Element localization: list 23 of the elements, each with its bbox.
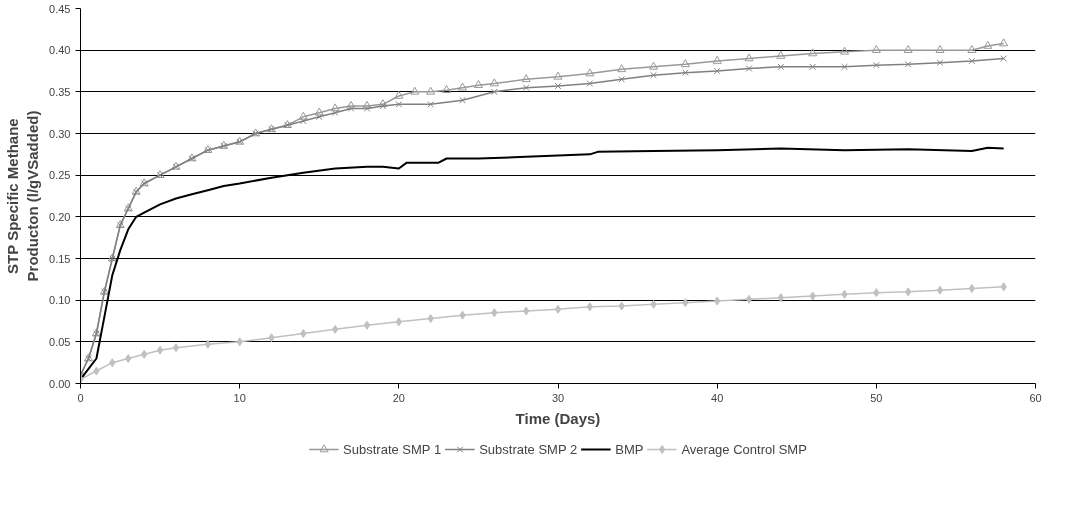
- y-tick-label: 0.00: [49, 377, 71, 390]
- y-axis-title: STP Specific Methane Producton (l/gVSadded): [3, 110, 42, 282]
- x-axis-title: Time (Days): [515, 409, 601, 427]
- y-tick-label: 0.05: [49, 335, 71, 348]
- x-tick-label: 0: [77, 391, 84, 404]
- y-tick-label: 0.25: [49, 169, 71, 182]
- y-tick-label: 0.40: [49, 44, 71, 57]
- legend-label: BMP: [615, 441, 644, 457]
- x-tick-label: 60: [1029, 391, 1042, 404]
- x-tick-label: 30: [551, 391, 565, 404]
- y-tick-label: 0.15: [49, 252, 71, 265]
- y-tick-label: 0.45: [49, 2, 71, 15]
- legend-label: Average Control SMP: [681, 441, 807, 457]
- y-tick-label: 0.20: [49, 210, 71, 223]
- y-tick-label: 0.10: [49, 294, 71, 307]
- x-tick-label: 40: [711, 391, 724, 404]
- x-tick-label: 20: [392, 391, 405, 404]
- x-tick-label: 50: [870, 391, 883, 404]
- legend-label: Substrate SMP 1: [343, 441, 442, 457]
- y-tick-label: 0.30: [49, 127, 71, 140]
- x-tick-label: 10: [233, 391, 246, 404]
- y-tick-label: 0.35: [49, 85, 71, 98]
- legend-label: Substrate SMP 2: [479, 441, 578, 457]
